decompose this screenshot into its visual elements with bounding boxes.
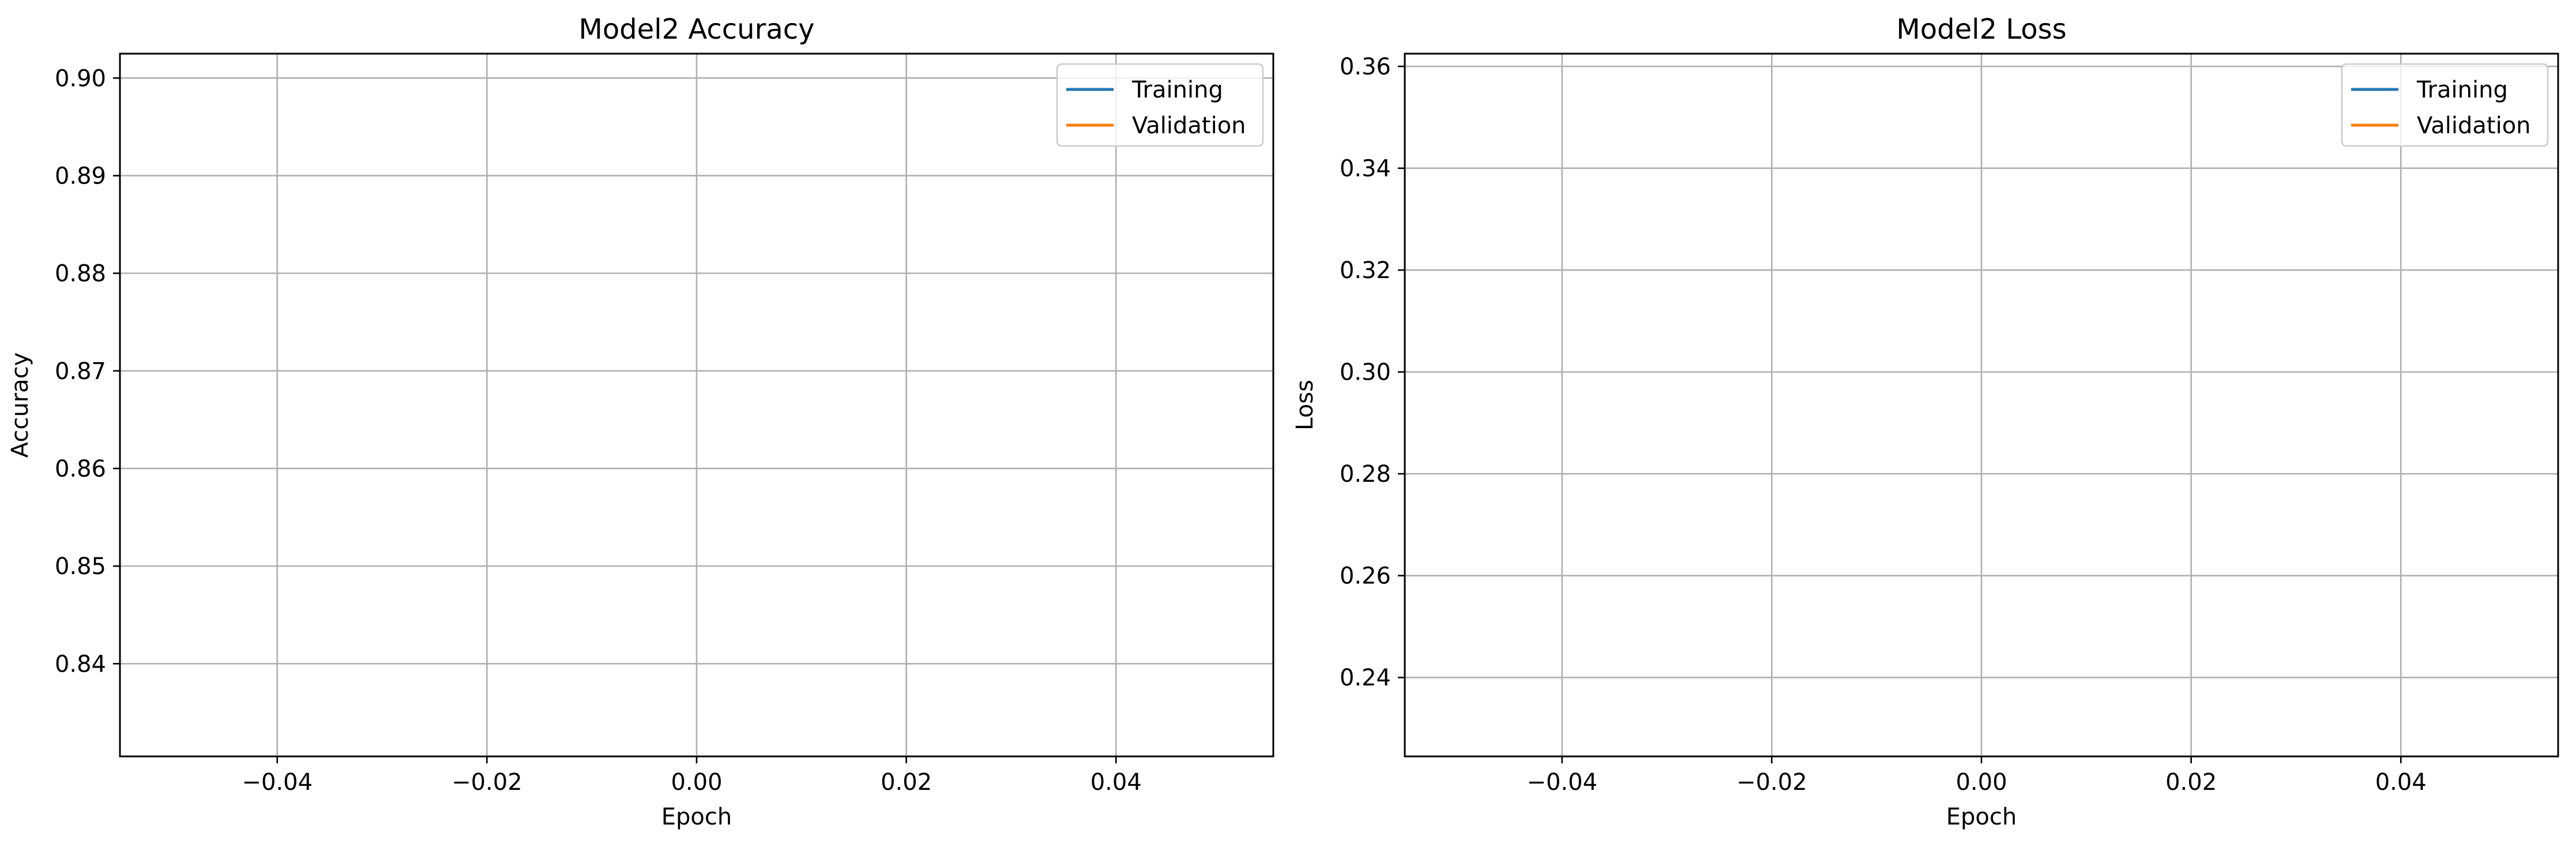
y-tick-label: 0.24 <box>1340 665 1391 691</box>
x-tick-label: 0.00 <box>671 769 722 796</box>
y-tick-label: 0.84 <box>55 651 106 677</box>
legend: Training Validation <box>2341 63 2549 147</box>
legend-label-validation: Validation <box>2417 113 2531 139</box>
chart-title: Model2 Accuracy <box>578 13 814 46</box>
y-tick-label: 0.28 <box>1340 461 1391 488</box>
x-tick-label: 0.04 <box>2375 769 2427 796</box>
y-axis-label: Accuracy <box>7 353 33 458</box>
y-tick-label: 0.36 <box>1340 54 1391 80</box>
x-tick-label: −0.04 <box>1526 769 1597 796</box>
x-tick-label: −0.02 <box>452 769 522 796</box>
x-tick-label: 0.02 <box>2165 769 2217 796</box>
axes-frame <box>1404 53 2559 758</box>
y-tick-label: 0.90 <box>55 65 106 92</box>
x-tick-label: 0.04 <box>1090 769 1142 796</box>
x-tick-label: 0.00 <box>1955 769 2007 796</box>
y-tick-label: 0.30 <box>1340 359 1391 386</box>
x-tick-label: 0.02 <box>881 769 932 796</box>
x-tick-label: −0.04 <box>242 769 313 796</box>
y-tick-label: 0.86 <box>55 456 106 482</box>
axes-frame <box>119 53 1274 758</box>
y-tick-label: 0.34 <box>1340 156 1391 182</box>
y-tick-label: 0.32 <box>1340 257 1391 284</box>
chart-1: −0.04 −0.02 0.00 0.02 0.04 0.84 0.85 0.86 0.87 0.… <box>7 13 1274 830</box>
y-axis-label: Loss <box>1292 380 1318 430</box>
x-axis-label: Epoch <box>1946 804 2017 830</box>
legend-label-validation: Validation <box>1132 113 1246 139</box>
legend-label-training: Training <box>2416 77 2508 103</box>
chart-2: −0.04 −0.02 0.00 0.02 0.04 0.24 0.26 0.28 0.30 0.… <box>1292 13 2559 830</box>
y-tick-label: 0.88 <box>55 261 106 287</box>
chart-title: Model2 Loss <box>1896 13 2066 46</box>
y-tick-label: 0.85 <box>55 553 106 580</box>
x-tick-label: −0.02 <box>1736 769 1807 796</box>
y-tick-label: 0.26 <box>1340 563 1391 590</box>
legend: Training Validation <box>1056 63 1264 147</box>
y-tick-label: 0.89 <box>55 163 106 189</box>
legend-label-training: Training <box>1131 77 1223 103</box>
x-axis-label: Epoch <box>661 804 732 830</box>
y-tick-label: 0.87 <box>55 358 106 385</box>
